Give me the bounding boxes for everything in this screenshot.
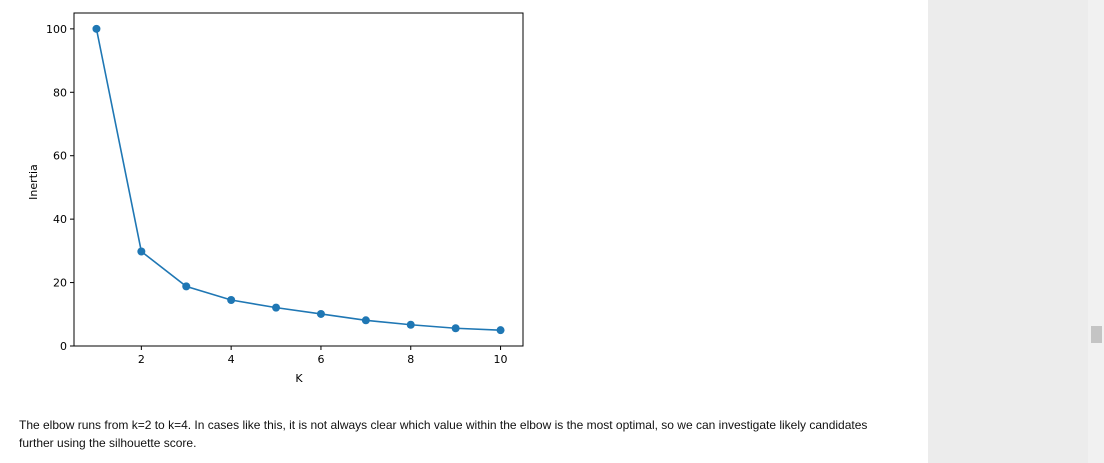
- data-point: [316, 309, 325, 318]
- y-tick-label: 0: [60, 340, 67, 353]
- data-point: [272, 303, 281, 312]
- x-tick-label: 4: [228, 353, 235, 366]
- plot-frame: [73, 12, 524, 347]
- y-axis-label: Inertia: [27, 164, 40, 200]
- side-panel: [928, 0, 1088, 463]
- data-point: [137, 247, 146, 256]
- data-point: [406, 320, 415, 329]
- x-tick-label: 6: [317, 353, 324, 366]
- elbow-chart: 0 20 40 60 80 100 2 4 6 8 10 K Inertia: [27, 12, 524, 385]
- scrollbar-thumb[interactable]: [1091, 326, 1102, 343]
- x-axis-ticks: 2 4 6 8 10: [138, 346, 508, 366]
- data-point: [451, 324, 460, 333]
- data-point: [182, 282, 191, 291]
- data-point: [227, 296, 236, 305]
- y-axis-ticks: 0 20 40 60 80 100: [46, 23, 74, 353]
- x-tick-label: 2: [138, 353, 145, 366]
- y-tick-label: 80: [53, 86, 67, 99]
- y-tick-label: 60: [53, 150, 67, 163]
- data-points: [92, 24, 505, 335]
- data-point: [92, 24, 101, 33]
- vertical-scrollbar[interactable]: [1088, 0, 1104, 463]
- notebook-content: 0 20 40 60 80 100 2 4 6 8 10 K Inertia The elbow …: [19, 12, 868, 450]
- y-tick-label: 40: [53, 213, 67, 226]
- y-tick-label: 100: [46, 23, 67, 36]
- y-tick-label: 20: [53, 277, 67, 290]
- data-point: [361, 316, 370, 325]
- x-tick-label: 10: [494, 353, 508, 366]
- x-tick-label: 8: [407, 353, 414, 366]
- x-axis-label: K: [295, 372, 303, 385]
- caption-text: The elbow runs from k=2 to k=4. In cases…: [19, 418, 868, 450]
- data-point: [496, 326, 505, 335]
- inertia-line: [95, 28, 501, 331]
